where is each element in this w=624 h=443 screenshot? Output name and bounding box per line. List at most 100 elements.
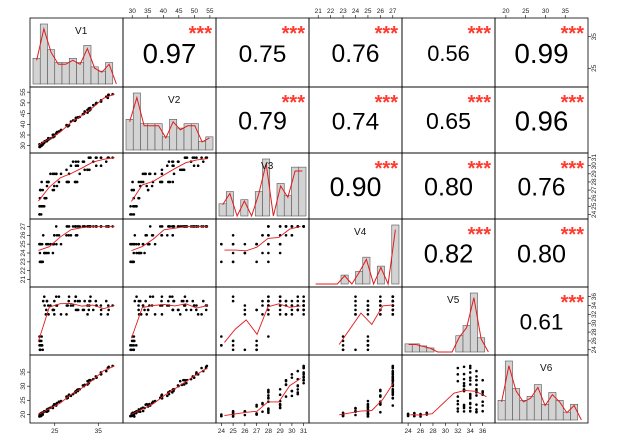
tick-label-V2: 50 [20, 99, 27, 107]
scatter-point [468, 383, 472, 386]
scatter-point [366, 348, 370, 352]
significance-stars-V2-V3: *** [282, 92, 306, 114]
scatter-V6-vs-V5 [406, 364, 487, 418]
histogram-bar [83, 45, 92, 85]
scatter-point [391, 313, 395, 316]
variable-label-V5: V5 [447, 295, 460, 306]
variable-label-V1: V1 [75, 26, 88, 37]
scatter-point [94, 164, 98, 168]
scatter-point [255, 412, 258, 416]
scatter-point [82, 308, 86, 312]
scatter-point [267, 242, 270, 246]
panel-V3-V2 [122, 152, 217, 220]
scatter-point [83, 299, 86, 303]
scatter-point [160, 180, 163, 184]
scatter-point [167, 299, 170, 303]
tick-label-V3: 28 [591, 178, 598, 186]
scatter-V3-vs-V1 [38, 156, 115, 216]
scatter-point [267, 394, 270, 397]
scatter-V4-vs-V3 [220, 225, 305, 264]
scatter-point [65, 225, 69, 228]
scatter-point [462, 403, 466, 407]
scatter-point [366, 399, 370, 403]
scatter-point [141, 180, 145, 184]
tick-label-V4: 25 [20, 240, 27, 248]
scatter-point [49, 172, 52, 176]
significance-stars-V5-V6: *** [561, 292, 585, 314]
scatter-point [185, 299, 189, 303]
scatter-point [69, 164, 73, 168]
scatter-point [231, 260, 235, 264]
correlation-value-V1-V4: 0.76 [332, 41, 380, 68]
scatter-point [133, 233, 137, 237]
tick-label-V3: 29 [591, 170, 598, 178]
scatter-point [354, 413, 357, 417]
scatter-point [379, 394, 382, 397]
tick-label-V3: 24 [218, 428, 226, 435]
scatter-point [38, 242, 41, 246]
tick-label-V6: 35 [20, 368, 27, 376]
scatter-point [267, 260, 270, 264]
scatter-point [379, 299, 382, 303]
scatter-point [137, 196, 140, 200]
scatter-point [148, 225, 152, 228]
scatter-point [130, 188, 134, 192]
scatter-point [171, 164, 174, 168]
tick-label-V4: 22 [327, 8, 335, 15]
scatter-point [55, 233, 59, 237]
scatter-point [73, 299, 77, 303]
significance-stars-V3-V5: *** [468, 158, 492, 180]
histogram-bar [276, 183, 285, 217]
scatter-point [91, 103, 95, 107]
smooth-line [38, 225, 115, 251]
scatter-point [195, 304, 198, 307]
scatter-point [52, 188, 56, 192]
significance-stars-V3-V6: *** [561, 158, 585, 180]
scatter-point [139, 180, 143, 184]
scatter-point [192, 164, 196, 168]
tick-label-V3: 27 [253, 428, 261, 435]
scatter-point [456, 395, 460, 398]
scatter-point [204, 308, 208, 312]
scatter-point [135, 251, 138, 255]
scatter-point [104, 160, 108, 163]
scatter-point [267, 397, 270, 400]
scatter-point [131, 339, 135, 343]
correlation-value-V1-V2: 0.97 [143, 38, 197, 69]
tick-label-V2: 30 [20, 142, 27, 150]
scatter-point [231, 299, 235, 303]
scatter-point [88, 299, 92, 303]
scatter-point [178, 379, 182, 383]
scatter-point [82, 160, 86, 163]
tick-label-V4: 22 [20, 267, 27, 275]
histogram-bar [298, 166, 307, 217]
scatter-point [40, 180, 43, 184]
smooth-line [38, 303, 115, 342]
scatter-point [278, 242, 282, 246]
tick-label-V3: 28 [265, 428, 273, 435]
correlation-value-V1-V3: 0.75 [239, 41, 287, 68]
scatter-point [462, 372, 466, 376]
smooth-line [38, 93, 115, 146]
scatter-point [391, 295, 395, 298]
tick-label-V2: 30 [129, 8, 137, 15]
scatter-point [38, 344, 41, 347]
scatter-point [290, 313, 294, 316]
scatter-point [278, 308, 282, 312]
scatter-point [468, 402, 472, 406]
tick-label-V5: 28 [429, 428, 437, 435]
scatter-point [302, 225, 305, 228]
scatter-point [71, 225, 75, 228]
tick-label-V4: 23 [339, 8, 347, 15]
scatter-point [171, 225, 175, 228]
scatter-V5-vs-V2 [129, 295, 209, 352]
scatter-point [132, 251, 136, 255]
scatter-point [40, 204, 44, 208]
variable-label-V2: V2 [168, 95, 181, 106]
smooth-line [131, 158, 208, 202]
tick-label-V5: 32 [591, 310, 598, 318]
scatter-point [43, 304, 46, 307]
histogram-bar [254, 191, 263, 217]
scatter-point [290, 394, 294, 398]
scatter-point [354, 308, 357, 312]
